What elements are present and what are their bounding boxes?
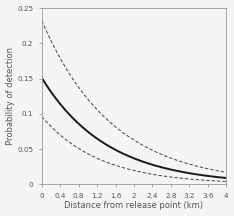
Y-axis label: Probability of detection: Probability of detection [6,47,15,145]
X-axis label: Distance from release point (km): Distance from release point (km) [64,202,203,210]
